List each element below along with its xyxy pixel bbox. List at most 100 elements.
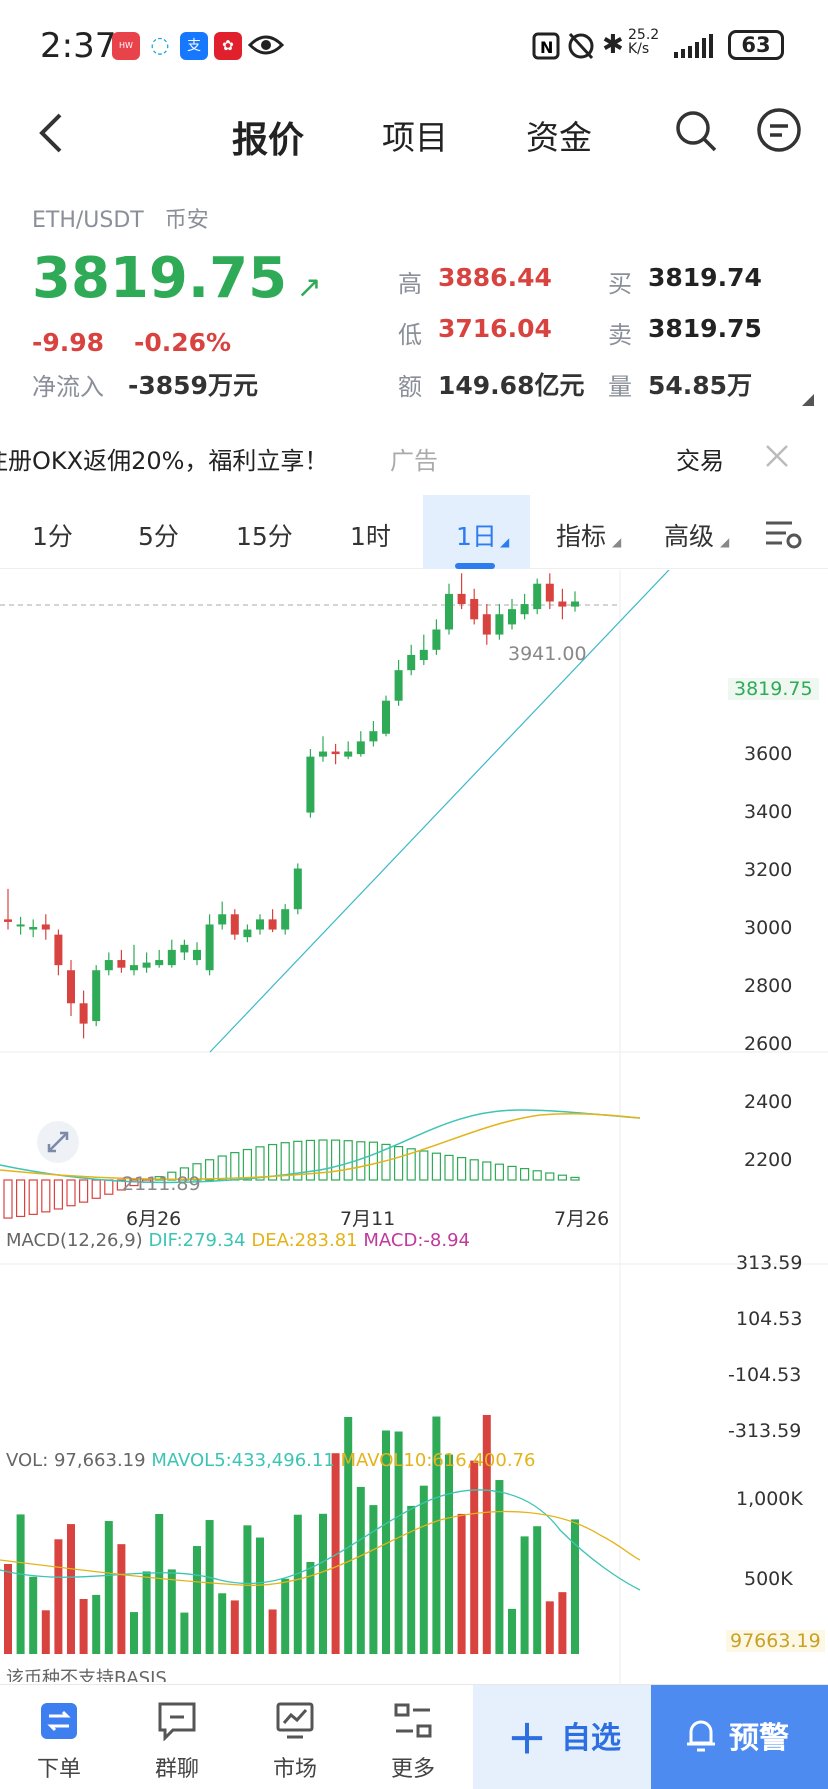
- back-arrow-icon[interactable]: [36, 111, 66, 155]
- tab-group-chat[interactable]: 群聊: [118, 1685, 236, 1789]
- volume-bar: [155, 1514, 164, 1654]
- volume-bar: [268, 1609, 277, 1654]
- alarm-off-icon: [568, 32, 594, 60]
- price-alert-button[interactable]: 预警: [651, 1685, 828, 1789]
- x-tick: 6月26: [126, 1208, 182, 1230]
- order-icon: [41, 1703, 77, 1739]
- tab-market[interactable]: 市场: [236, 1685, 354, 1789]
- gift-app-icon: ✿: [214, 32, 242, 60]
- amount-label: 额: [398, 373, 422, 401]
- volume-bar: [67, 1524, 75, 1654]
- mavol5-line: [0, 1489, 641, 1591]
- macd-bar: [519, 1167, 530, 1181]
- chart-settings-icon[interactable]: [764, 517, 804, 551]
- macd-bar: [280, 1142, 290, 1181]
- candle-body: [29, 927, 38, 930]
- macd-bar: [482, 1161, 492, 1181]
- macd-bar: [368, 1141, 378, 1181]
- volume-bar: [571, 1519, 579, 1654]
- close-icon[interactable]: [764, 443, 790, 469]
- interval-15min[interactable]: 15分: [236, 522, 293, 551]
- tab-funds[interactable]: 资金: [526, 118, 592, 157]
- svg-text:N: N: [540, 38, 553, 57]
- volume-bar: [470, 1460, 479, 1654]
- candle-body: [293, 868, 302, 910]
- volume-bar: [482, 1414, 491, 1654]
- ad-banner[interactable]: 注册OKX返佣20%，福利立享！ 广告 交易: [0, 425, 828, 491]
- macd-bar: [91, 1179, 101, 1199]
- volume-bar: [293, 1514, 302, 1654]
- macd-bar: [104, 1179, 114, 1195]
- interval-1day[interactable]: 1日: [456, 522, 497, 551]
- macd-bar: [457, 1156, 467, 1181]
- interval-1hour[interactable]: 1时: [350, 522, 391, 551]
- macd-bar: [545, 1172, 555, 1181]
- volume-bar: [394, 1431, 403, 1654]
- candle-body: [193, 949, 201, 961]
- advanced-menu[interactable]: 高级: [664, 522, 715, 551]
- volume-bar: [16, 1514, 25, 1654]
- search-icon[interactable]: [674, 109, 718, 153]
- candle-body: [130, 965, 138, 971]
- candle-body: [167, 949, 176, 966]
- volume-value: 54.85万: [648, 371, 753, 400]
- up-arrow-icon: ↗: [287, 270, 322, 305]
- interval-5min[interactable]: 5分: [138, 522, 179, 551]
- macd-params: MACD(12,26,9): [6, 1230, 143, 1251]
- bell-icon: [687, 1720, 715, 1752]
- candle-body: [545, 583, 554, 602]
- macd-bar: [343, 1140, 353, 1181]
- expand-corner-icon[interactable]: [802, 394, 814, 406]
- volume-bar: [4, 1564, 12, 1654]
- candle-body: [205, 924, 214, 971]
- volume-bar: [445, 1454, 453, 1654]
- macd-bar: [16, 1179, 26, 1218]
- candle-body: [41, 924, 50, 930]
- add-favorite-button[interactable]: ＋ 自选: [473, 1685, 651, 1789]
- kline-chart[interactable]: [0, 570, 828, 1684]
- macd-bar: [179, 1167, 189, 1181]
- interval-1min[interactable]: 1分: [32, 522, 73, 551]
- ad-text: 注册OKX返佣20%，福利立享！: [0, 447, 329, 475]
- indicator-menu[interactable]: 指标: [556, 522, 607, 551]
- candle-body: [142, 962, 151, 968]
- candle-body: [344, 751, 353, 757]
- fullscreen-icon[interactable]: [36, 1120, 80, 1164]
- ad-marquee: 注册OKX返佣20%，福利立享！: [0, 441, 380, 481]
- tab-more[interactable]: 更多: [354, 1685, 472, 1789]
- tab-quote[interactable]: 报价: [232, 120, 305, 161]
- tab-project[interactable]: 项目: [382, 118, 448, 157]
- y-tick: 3600: [744, 743, 793, 765]
- alipay-icon: 支: [180, 32, 208, 60]
- volume-bar: [306, 1561, 315, 1654]
- macd-bar: [356, 1141, 366, 1181]
- tab-order[interactable]: 下单: [0, 1685, 118, 1789]
- volume-bar: [344, 1416, 353, 1654]
- macd-bar: [419, 1150, 429, 1181]
- macd-bar: [406, 1148, 416, 1181]
- dropdown-icon: ◢: [500, 535, 510, 549]
- volume-bar: [331, 1453, 340, 1654]
- macd-bar: [78, 1179, 89, 1203]
- battery-indicator: 63: [728, 30, 784, 60]
- high-value: 3886.44: [438, 263, 552, 292]
- macd-bar: [242, 1148, 252, 1181]
- candle-body: [331, 751, 340, 755]
- volume-bar: [130, 1612, 138, 1654]
- macd-bar: [557, 1174, 568, 1181]
- candle-body: [67, 970, 75, 1004]
- bottom-tabbar: 下单 群聊 市场 更多 ＋ 自选 预警: [0, 1684, 828, 1789]
- dea-value: DEA:283.81: [251, 1230, 358, 1251]
- macd-tick: 313.59: [736, 1252, 803, 1274]
- ad-trade-button[interactable]: 交易: [676, 447, 724, 475]
- macd-bar: [129, 1179, 139, 1187]
- plus-icon: ＋: [507, 1717, 547, 1763]
- macd-tick: -104.53: [728, 1364, 802, 1386]
- candle-body: [54, 934, 63, 966]
- max-price-label: 3941.00: [508, 643, 587, 665]
- candle-body: [4, 919, 12, 922]
- message-icon[interactable]: [756, 107, 802, 153]
- tab-group-chat-label: 群聊: [154, 1757, 199, 1782]
- x-tick: 7月26: [554, 1208, 610, 1230]
- tab-order-label: 下单: [36, 1757, 81, 1782]
